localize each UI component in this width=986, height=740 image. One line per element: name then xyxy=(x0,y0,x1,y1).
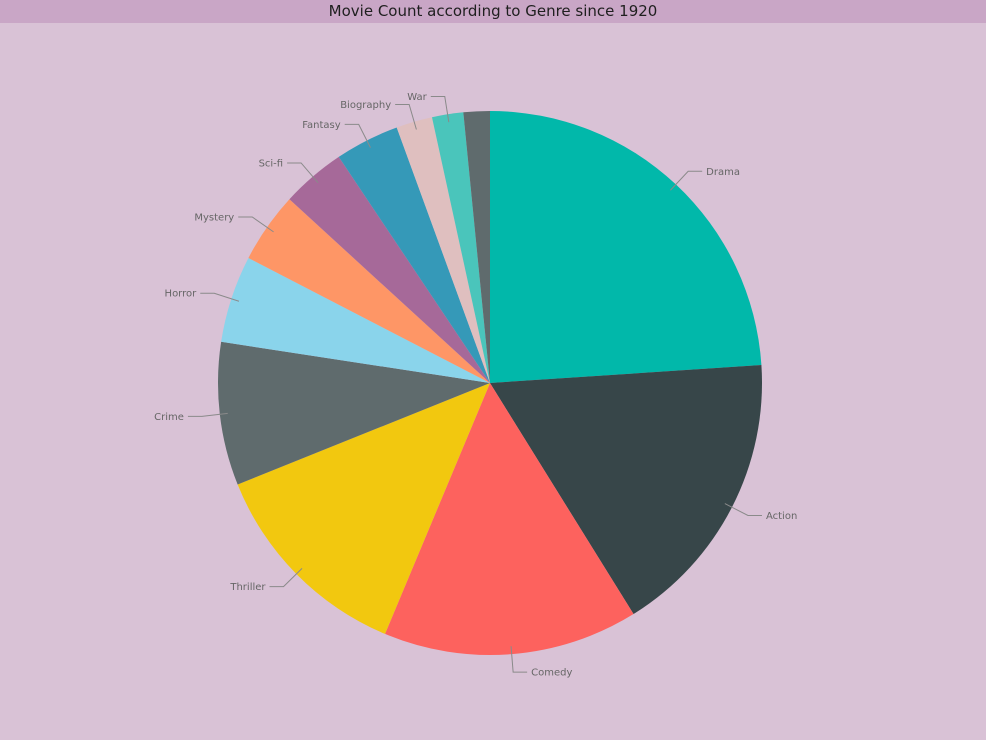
leader-line-horror xyxy=(200,292,240,302)
slice-thriller[interactable] xyxy=(237,383,490,634)
label-war: War xyxy=(407,92,427,103)
pie-labels: Drama Action Comedy Thriller Crime Horror Myst… xyxy=(154,92,797,679)
pie-chart-svg: Drama Action Comedy Thriller Crime Horror Myst… xyxy=(154,92,797,679)
slice-comedy[interactable] xyxy=(385,383,634,655)
slice-crime[interactable] xyxy=(218,341,490,485)
leader-line-war xyxy=(430,96,450,123)
slice-horror[interactable] xyxy=(221,257,490,383)
leader-line-mystery xyxy=(238,216,274,233)
slice-fantasy[interactable] xyxy=(338,127,490,384)
label-mystery: Mystery xyxy=(194,212,234,223)
leader-line-action xyxy=(724,503,762,516)
leader-line-crime xyxy=(187,412,228,417)
slice-mystery[interactable] xyxy=(248,199,490,383)
leader-line-drama xyxy=(670,170,703,191)
slice-war[interactable] xyxy=(431,112,490,383)
leader-line-sci-fi xyxy=(287,162,319,184)
label-comedy: Comedy xyxy=(531,668,572,679)
pie-slices xyxy=(218,110,763,655)
label-sci-fi: Sci-fi xyxy=(259,158,284,169)
slice-slice-12[interactable] xyxy=(463,110,490,383)
label-crime: Crime xyxy=(154,412,184,423)
chart-title: Movie Count according to Genre since 192… xyxy=(0,0,986,23)
leader-line-fantasy xyxy=(344,123,371,148)
label-action: Action xyxy=(766,511,797,522)
pie-chart: Drama Action Comedy Thriller Crime Horror Myst… xyxy=(0,23,986,740)
slice-drama[interactable] xyxy=(490,111,762,383)
label-biography: Biography xyxy=(340,100,391,111)
leader-line-comedy xyxy=(510,646,528,673)
slice-biography[interactable] xyxy=(396,117,490,383)
leader-line-biography xyxy=(395,104,417,130)
label-drama: Drama xyxy=(706,167,740,178)
label-fantasy: Fantasy xyxy=(302,120,341,131)
label-thriller: Thriller xyxy=(229,582,266,593)
pie-leader-lines xyxy=(187,96,762,673)
label-horror: Horror xyxy=(165,289,198,300)
slice-sci-fi[interactable] xyxy=(289,156,490,383)
slice-action[interactable] xyxy=(490,365,763,615)
leader-line-thriller xyxy=(269,568,303,588)
